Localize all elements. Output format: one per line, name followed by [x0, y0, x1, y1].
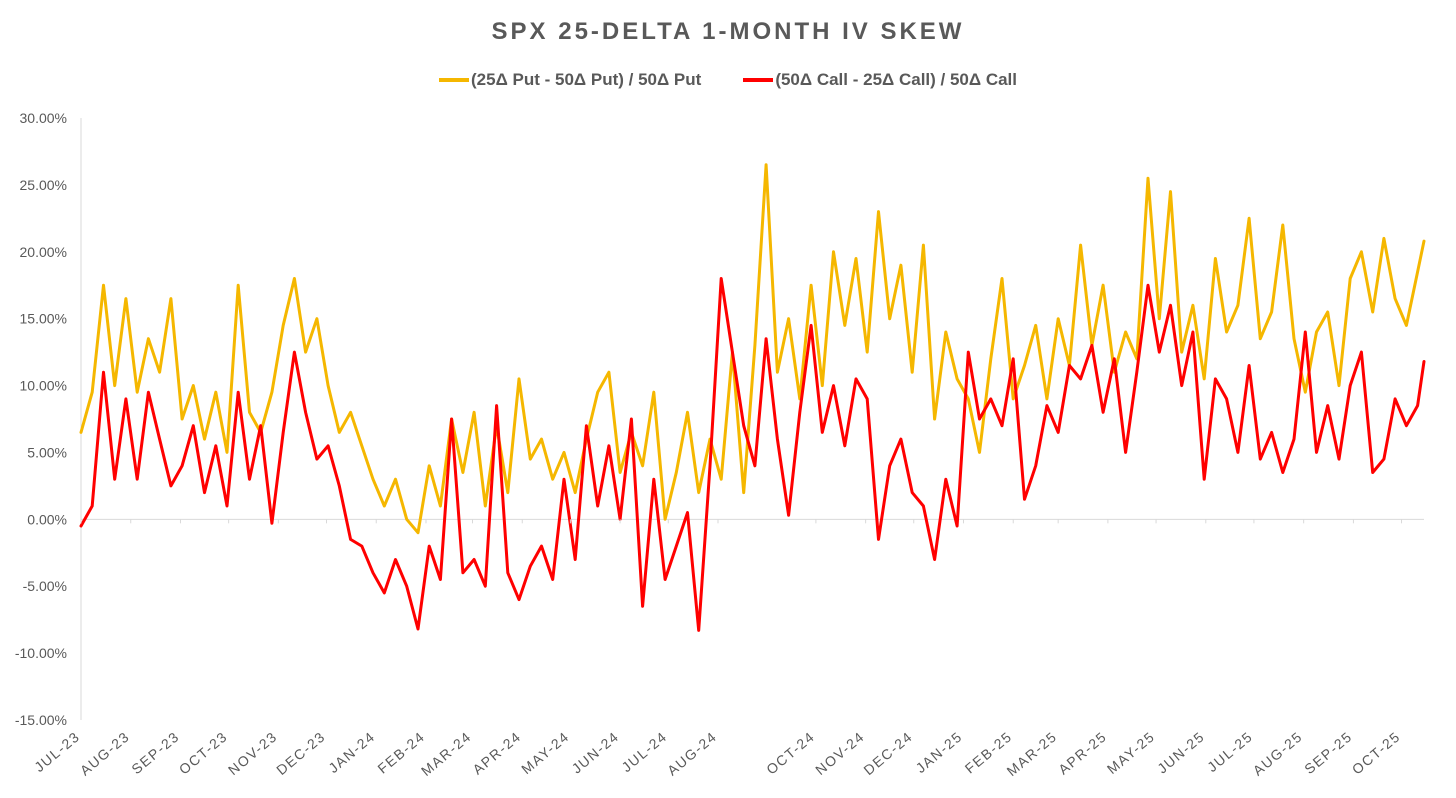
y-tick-label: 25.00% — [20, 177, 67, 193]
x-tick-label: JUL-25 — [1204, 728, 1256, 775]
x-tick-label: JUL-24 — [618, 728, 670, 775]
y-tick-label: -10.00% — [15, 645, 67, 661]
series-line-0 — [79, 163, 1426, 535]
x-tick-label: JAN-25 — [912, 728, 965, 776]
x-tick-label: JUL-23 — [31, 728, 83, 775]
x-tick-label: DEC-24 — [860, 728, 915, 778]
legend: (25Δ Put - 50Δ Put) / 50Δ Put (50Δ Call … — [0, 70, 1456, 90]
x-tick-label: NOV-24 — [812, 728, 867, 778]
legend-label-put-skew: (25Δ Put - 50Δ Put) / 50Δ Put — [471, 70, 702, 89]
y-tick-label: 30.00% — [20, 110, 67, 126]
x-tick-label: DEC-23 — [273, 728, 328, 778]
y-tick-label: -5.00% — [23, 578, 67, 594]
x-tick-label: MAR-24 — [418, 728, 475, 779]
x-tick-label: MAY-25 — [1104, 728, 1158, 777]
x-tick-label: AUG-25 — [1250, 728, 1306, 779]
y-tick-label: -15.00% — [15, 712, 67, 728]
x-tick-label: AUG-23 — [77, 728, 133, 779]
x-tick-label: MAY-24 — [518, 728, 572, 777]
x-tick-label: MAR-25 — [1004, 728, 1061, 779]
x-tick-label: JUN-25 — [1154, 728, 1208, 777]
y-tick-label: 5.00% — [27, 444, 67, 460]
x-tick-label: SEP-23 — [128, 728, 182, 777]
x-tick-label: OCT-24 — [763, 728, 818, 778]
series-line-1 — [79, 277, 1426, 632]
legend-swatch-call-skew — [743, 78, 774, 82]
x-tick-label: APR-25 — [1055, 728, 1110, 778]
x-tick-label: JUN-24 — [569, 728, 623, 777]
x-tick-label: AUG-24 — [664, 728, 720, 779]
legend-item-put-skew: (25Δ Put - 50Δ Put) / 50Δ Put — [439, 70, 701, 90]
y-tick-label: 20.00% — [20, 244, 67, 260]
y-tick-label: 10.00% — [20, 378, 67, 394]
legend-item-call-skew: (50Δ Call - 25Δ Call) / 50Δ Call — [743, 70, 1017, 90]
legend-label-call-skew: (50Δ Call - 25Δ Call) / 50Δ Call — [775, 70, 1017, 89]
legend-swatch-put-skew — [439, 78, 469, 82]
x-tick-label: OCT-23 — [176, 728, 231, 778]
x-tick-label: APR-24 — [469, 728, 524, 778]
chart-title: SPX 25-DELTA 1-MONTH IV SKEW — [491, 18, 965, 45]
y-tick-label: 15.00% — [20, 311, 67, 327]
x-tick-label: SEP-25 — [1301, 728, 1355, 777]
x-tick-label: JAN-24 — [325, 728, 378, 776]
x-tick-label: NOV-23 — [225, 728, 280, 778]
y-tick-label: 0.00% — [27, 511, 67, 527]
x-tick-label: OCT-25 — [1349, 728, 1404, 778]
